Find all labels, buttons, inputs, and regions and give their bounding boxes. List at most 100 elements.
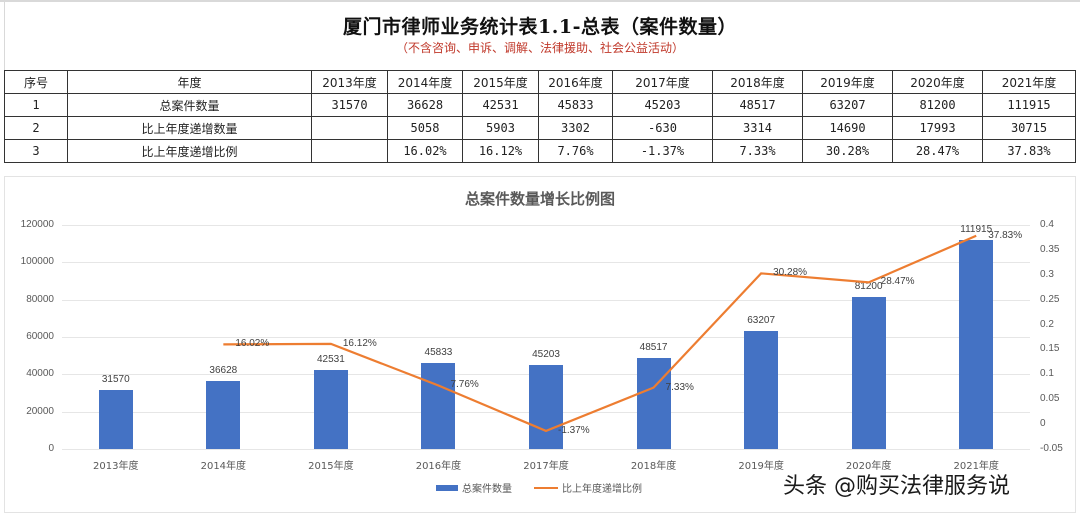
table-cell[interactable]: 16.12% — [462, 139, 539, 163]
table-cell[interactable]: 45833 — [538, 93, 613, 117]
gridline — [62, 262, 1030, 264]
watermark: 头条 @购买法律服务说 — [783, 474, 1010, 499]
y-axis-left-tick: 80000 — [26, 293, 54, 305]
line-value-label: 37.83% — [988, 229, 1023, 241]
table-cell[interactable]: -1.37% — [612, 139, 713, 163]
line-value-label: -1.37% — [558, 424, 590, 436]
table-cell[interactable]: 30.28% — [802, 139, 893, 163]
column-header[interactable]: 2013年度 — [311, 70, 388, 94]
bar — [851, 297, 886, 449]
y-axis-left-tick: 20000 — [26, 405, 54, 417]
gridline — [62, 299, 1030, 301]
bar-value-label: 42531 — [316, 353, 345, 365]
bar-value-label: 36628 — [209, 364, 238, 376]
table-cell[interactable]: 31570 — [311, 93, 388, 117]
x-axis-tick: 2019年度 — [738, 461, 784, 472]
chart-legend: 总案件数量 比上年度递增比例 — [436, 480, 642, 495]
bar — [421, 363, 456, 449]
table-cell[interactable]: 比上年度递增数量 — [67, 116, 312, 140]
table-cell[interactable]: 5058 — [387, 116, 463, 140]
line-value-label: 7.33% — [665, 381, 694, 393]
chart-area[interactable] — [4, 176, 1076, 513]
x-axis-tick: 2016年度 — [415, 461, 462, 472]
table-cell[interactable]: 63207 — [802, 93, 893, 117]
y-axis-right-tick: 0.1 — [1040, 368, 1054, 380]
table-cell[interactable]: 14690 — [802, 116, 893, 140]
table-cell[interactable]: 2 — [4, 116, 68, 140]
legend-line-swatch-icon — [534, 486, 558, 489]
bar — [636, 358, 671, 449]
table-cell[interactable]: 3 — [4, 139, 68, 163]
column-header[interactable]: 2020年度 — [892, 70, 983, 94]
x-axis-tick: 2014年度 — [200, 461, 247, 472]
legend-bar-swatch-icon — [436, 484, 458, 491]
bar — [529, 364, 563, 449]
line-value-label: 7.76% — [450, 379, 479, 391]
table-row: 2 比上年度递增数量 5058 5903 3302 -630 3314 1469… — [4, 116, 1076, 140]
bar-value-label: 45833 — [424, 347, 453, 359]
table-cell[interactable]: 45203 — [612, 93, 713, 117]
bar-value-label: 31570 — [101, 374, 130, 386]
legend-bar-label: 总案件数量 — [462, 484, 512, 495]
column-header[interactable]: 年度 — [67, 70, 312, 94]
legend-line-label: 比上年度递增比例 — [562, 484, 642, 495]
line-value-label: 16.02% — [235, 338, 270, 350]
x-axis-tick: 2017年度 — [523, 461, 569, 472]
column-header[interactable]: 2019年度 — [802, 70, 893, 94]
x-axis-tick: 2018年度 — [630, 461, 677, 472]
y-axis-right-tick: 0.05 — [1040, 393, 1060, 405]
gridline — [62, 337, 1030, 338]
table-cell[interactable]: 比上年度递增比例 — [67, 139, 312, 163]
y-axis-right-tick: 0.35 — [1040, 243, 1060, 255]
page-title: 厦门市律师业务统计表1.1-总表（案件数量） — [343, 16, 737, 38]
y-axis-left-tick: 60000 — [26, 331, 54, 342]
table-cell[interactable]: 48517 — [712, 93, 803, 117]
line-value-label: 30.28% — [773, 267, 808, 279]
y-axis-right-tick: 0.3 — [1040, 268, 1054, 280]
table-cell[interactable]: 37.83% — [982, 139, 1076, 163]
bar — [959, 240, 994, 449]
y-axis-right-tick: 0.25 — [1040, 293, 1060, 305]
y-axis-right-tick: 0.4 — [1040, 219, 1054, 230]
y-axis-right-tick: 0.15 — [1040, 343, 1060, 355]
sheet-gridline — [4, 0, 5, 70]
table-cell[interactable]: 7.33% — [712, 139, 803, 163]
x-axis-tick: 2013年度 — [93, 461, 139, 472]
bar-value-label: 81200 — [854, 281, 883, 293]
gridline — [62, 225, 1030, 226]
y-axis-right-tick: 0.2 — [1040, 318, 1054, 330]
y-axis-left-tick: 0 — [48, 443, 54, 454]
table-cell[interactable]: 28.47% — [892, 139, 983, 163]
table-cell[interactable]: 总案件数量 — [67, 93, 312, 117]
table-cell[interactable]: 1 — [4, 93, 68, 117]
gridline — [62, 449, 1030, 450]
column-header[interactable]: 2016年度 — [538, 70, 613, 94]
x-axis-tick: 2015年度 — [308, 461, 354, 472]
bar-value-label: 45203 — [532, 348, 560, 360]
bar-value-label: 63207 — [747, 315, 776, 326]
bar-value-label: 48517 — [639, 342, 668, 354]
page-subtitle: （不含咨询、申诉、调解、法律援助、社会公益活动） — [395, 41, 684, 55]
table-cell[interactable] — [311, 139, 388, 163]
bar — [206, 380, 241, 449]
x-axis-tick: 2020年度 — [845, 461, 892, 472]
table-cell[interactable]: 111915 — [982, 93, 1076, 117]
table-cell[interactable]: 7.76% — [538, 139, 613, 163]
sheet-gridline — [0, 0, 1080, 2]
line-value-label: 28.47% — [880, 276, 915, 288]
y-axis-left-tick: 100000 — [20, 256, 54, 268]
bar — [313, 369, 348, 449]
y-axis-left-tick: 40000 — [26, 368, 54, 380]
table-row: 3 比上年度递增比例 16.02% 16.12% 7.76% -1.37% 7.… — [4, 139, 1076, 163]
stats-table: 序号 年度 2013年度 2014年度 2015年度 2016年度 2017年度… — [4, 70, 1076, 163]
bar — [98, 390, 133, 449]
bar — [744, 331, 779, 449]
y-axis-right-tick: -0.05 — [1040, 443, 1063, 454]
table-row: 1 总案件数量 31570 36628 42531 45833 45203 48… — [4, 93, 1076, 117]
bar-value-label: 111915 — [960, 224, 993, 236]
y-axis-left-tick: 120000 — [20, 219, 54, 230]
chart-title: 总案件数量增长比例图 — [464, 190, 615, 208]
line-value-label: 16.12% — [342, 337, 377, 349]
x-axis-tick: 2021年度 — [953, 461, 999, 472]
